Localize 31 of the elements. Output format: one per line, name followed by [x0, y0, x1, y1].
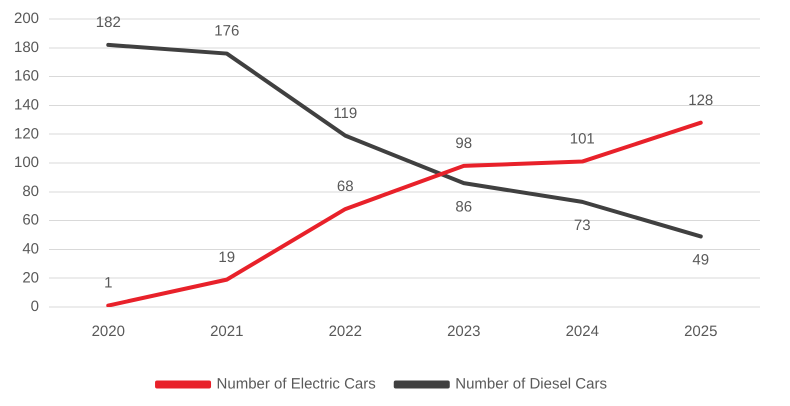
- data-label: 128: [688, 92, 714, 109]
- y-tick-label: 120: [14, 125, 40, 142]
- data-label: 98: [455, 135, 472, 152]
- y-tick-label: 40: [22, 240, 40, 258]
- y-tick-label: 80: [22, 182, 40, 200]
- x-tick-label: 2025: [684, 323, 718, 340]
- y-tick-label: 60: [22, 212, 40, 229]
- x-tick-label: 2020: [92, 323, 125, 340]
- data-label: 19: [218, 248, 236, 266]
- data-label: 1: [104, 274, 112, 292]
- y-tick-label: 0: [30, 298, 40, 316]
- x-tick-label: 2024: [566, 323, 599, 340]
- legend-label: Number of Diesel Cars: [455, 376, 607, 393]
- data-label: 119: [333, 104, 358, 122]
- data-label: 101: [570, 130, 595, 148]
- data-label: 73: [574, 217, 591, 234]
- data-label: 49: [692, 252, 710, 269]
- x-tick-label: 2021: [210, 323, 244, 340]
- y-tick-label: 100: [14, 154, 40, 172]
- y-tick-label: 200: [14, 10, 40, 28]
- y-tick-label: 20: [22, 269, 40, 286]
- y-tick-label: 180: [14, 38, 40, 56]
- data-label: 182: [96, 14, 121, 32]
- data-label: 86: [455, 198, 472, 216]
- x-tick-label: 2022: [328, 323, 362, 340]
- y-tick-label: 140: [14, 96, 40, 114]
- legend-label: Number of Electric Cars: [216, 376, 376, 393]
- x-tick-label: 2023: [447, 323, 480, 340]
- y-tick-label: 160: [14, 68, 40, 85]
- data-label: 176: [214, 22, 240, 40]
- data-label: 68: [336, 178, 354, 196]
